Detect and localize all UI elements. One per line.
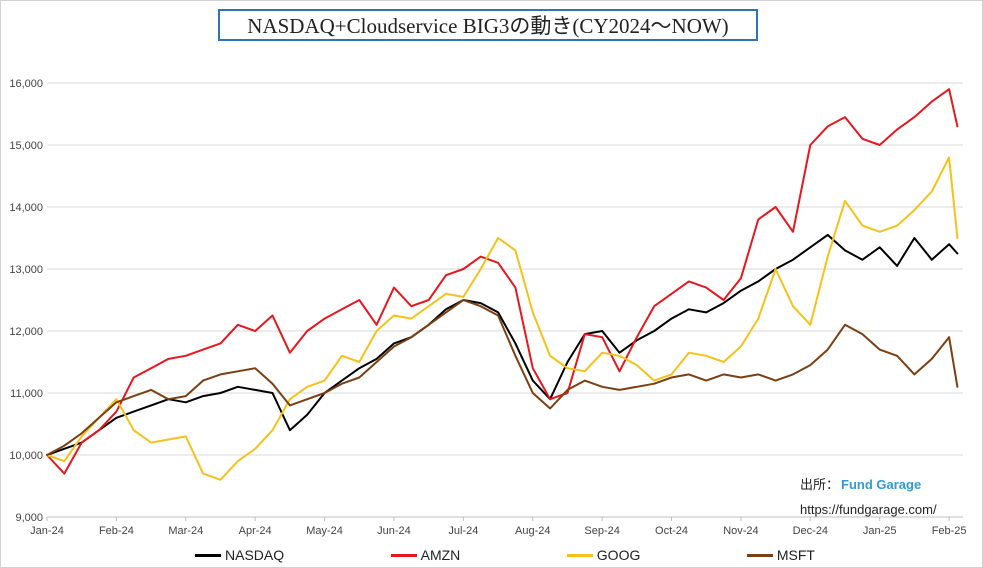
grid-lines — [46, 82, 963, 521]
x-tick-label: Feb-25 — [932, 525, 967, 537]
legend-item-amzn: AMZN — [390, 547, 461, 563]
y-tick-label: 11,000 — [10, 388, 43, 400]
source-url: https://fundgarage.com/ — [800, 502, 937, 517]
legend-swatch-msft — [746, 553, 773, 557]
x-tick-label: Nov-24 — [723, 525, 758, 537]
legend: NASDAQ AMZN GOOG MSFT — [195, 546, 815, 564]
x-tick-label: Dec-24 — [793, 525, 828, 537]
source-brand: Fund Garage — [841, 477, 922, 492]
legend-item-goog: GOOG — [566, 547, 641, 563]
legend-label-msft: MSFT — [776, 547, 815, 563]
x-tick-label: Jan-25 — [863, 525, 897, 537]
source-credit: 出所： Fund Garage https://fundgarage.com/ — [800, 474, 970, 517]
y-tick-label: 10,000 — [9, 450, 43, 462]
x-tick-label: Oct-24 — [655, 525, 688, 537]
y-tick-label: 14,000 — [9, 202, 43, 214]
x-tick-label: Feb-24 — [99, 525, 134, 537]
x-tick-label: Sep-24 — [584, 525, 619, 537]
series-line-amzn — [46, 88, 959, 475]
series-line-goog — [46, 156, 959, 481]
legend-item-nasdaq: NASDAQ — [195, 547, 284, 563]
y-tick-label: 13,000 — [9, 264, 43, 276]
y-tick-label: 9,000 — [15, 512, 43, 524]
y-tick-label: 12,000 — [9, 326, 43, 338]
chart-title: NASDAQ+Cloudservice BIG3の動き(CY2024～NOW) — [218, 9, 758, 41]
x-tick-label: Apr-24 — [239, 525, 272, 537]
x-tick-label: Jan-24 — [30, 525, 64, 537]
x-tick-label: May-24 — [306, 525, 343, 537]
y-axis-ticks: 9,000 10,000 11,000 12,000 13,000 14,000 15,00… — [9, 78, 43, 524]
series-line-msft — [46, 299, 959, 456]
legend-label-goog: GOOG — [596, 547, 641, 563]
legend-label-nasdaq: NASDAQ — [225, 547, 285, 563]
x-axis-ticks: Jan-24 Feb-24 Mar-24 Apr-24 May-24 Jun-24 Jul-… — [30, 525, 966, 537]
legend-swatch-nasdaq — [195, 553, 221, 557]
x-tick-label: Jul-24 — [448, 525, 478, 537]
legend-item-msft: MSFT — [746, 547, 815, 563]
series-lines — [46, 88, 959, 481]
x-tick-label: Aug-24 — [515, 525, 550, 537]
legend-swatch-goog — [566, 553, 593, 557]
y-tick-label: 16,000 — [9, 78, 43, 90]
x-tick-label: Mar-24 — [168, 525, 203, 537]
series-line-nasdaq — [46, 233, 959, 456]
source-label: 出所： — [800, 477, 840, 492]
legend-label-amzn: AMZN — [420, 547, 461, 563]
x-tick-label: Jun-24 — [377, 525, 411, 537]
legend-swatch-amzn — [390, 553, 417, 557]
y-tick-label: 15,000 — [9, 140, 43, 152]
